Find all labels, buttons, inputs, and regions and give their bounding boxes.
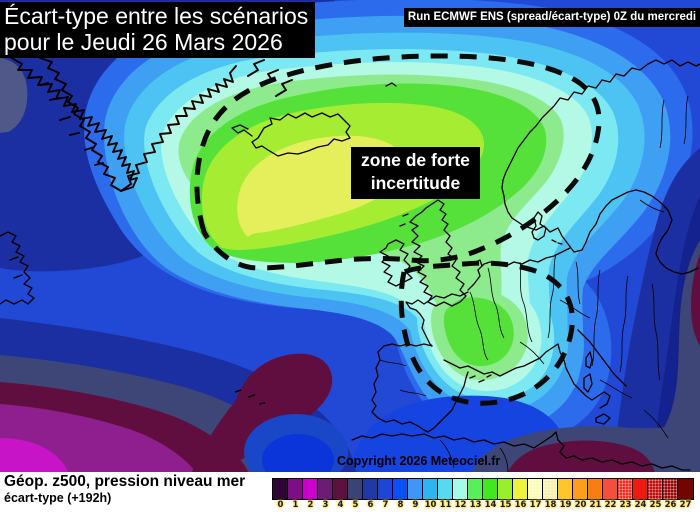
legend-cell	[273, 479, 288, 499]
legend-value: 24	[634, 500, 647, 510]
legend-cell	[288, 479, 303, 499]
legend-cell	[528, 479, 543, 499]
legend-value: 18	[544, 500, 557, 510]
legend-value: 16	[514, 500, 527, 510]
map-title-line1: Écart-type entre les scénarios	[4, 3, 309, 29]
weather-map	[0, 0, 700, 472]
legend-cell	[498, 479, 513, 499]
legend-cell	[648, 479, 663, 499]
legend-cell	[438, 479, 453, 499]
newfoundland-coast	[0, 231, 35, 305]
legend-value: 3	[322, 500, 329, 510]
run-info-label: Run ECMWF ENS (spread/écart-type) 0Z du …	[407, 11, 697, 23]
legend-cell	[513, 479, 528, 499]
legend: 0 1 2 3 4 5 6 7 8 9 10 11 12 13 14 15 16 17 18 19 20 21 22 23 24…	[272, 478, 694, 510]
legend-value: 17	[529, 500, 542, 510]
legend-value: 27	[679, 500, 692, 510]
legend-cell	[393, 479, 408, 499]
azores-islands	[234, 389, 266, 405]
corsica-sardinia	[583, 351, 593, 393]
legend-value: 10	[424, 500, 437, 510]
uncertainty-contour	[194, 53, 602, 406]
legend-labels: 0 1 2 3 4 5 6 7 8 9 10 11 12 13 14 15 16 17 18 19 20 21 22 23 24…	[273, 500, 693, 510]
legend-value: 1	[292, 500, 299, 510]
legend-value: 25	[649, 500, 662, 510]
legend-value: 7	[382, 500, 389, 510]
legend-value: 8	[397, 500, 404, 510]
legend-cell	[603, 479, 618, 499]
legend-value: 21	[589, 500, 602, 510]
run-info: Run ECMWF ENS (spread/écart-type) 0Z du …	[404, 8, 700, 27]
country-borders	[379, 95, 689, 472]
legend-cell	[333, 479, 348, 499]
legend-cell	[558, 479, 573, 499]
legend-cell	[573, 479, 588, 499]
legend-cell	[423, 479, 438, 499]
uncertainty-annotation-line1: zone de forte	[361, 150, 470, 170]
legend-colorbar	[272, 478, 694, 500]
map-title: Écart-type entre les scénarios pour le J…	[0, 2, 316, 59]
legend-cell	[303, 479, 318, 499]
legend-value: 15	[499, 500, 512, 510]
legend-cell	[348, 479, 363, 499]
map-title-line2: pour le Jeudi 26 Mars 2026	[4, 29, 283, 56]
france-coast	[405, 291, 469, 347]
iceland-coast	[231, 112, 351, 157]
legend-value: 20	[574, 500, 587, 510]
legend-cell	[618, 479, 633, 499]
legend-cell	[543, 479, 558, 499]
africa-coast	[351, 431, 691, 471]
great-britain-coast	[399, 199, 467, 307]
greenland-coast	[9, 49, 293, 192]
legend-value: 22	[604, 500, 617, 510]
legend-cell	[468, 479, 483, 499]
map-canvas	[0, 0, 700, 472]
legend-cell	[633, 479, 648, 499]
legend-cell	[408, 479, 423, 499]
legend-cell	[588, 479, 603, 499]
parameter-detail-label: écart-type (+192h)	[4, 491, 112, 505]
legend-cell	[453, 479, 468, 499]
legend-cell	[318, 479, 333, 499]
legend-value: 23	[619, 500, 632, 510]
parameter-label: Géop. z500, pression niveau mer	[4, 473, 246, 490]
scandinavia-coast	[501, 63, 699, 275]
iberia-coast	[371, 343, 469, 433]
legend-value: 2	[307, 500, 314, 510]
coastlines	[0, 49, 700, 471]
legend-value: 11	[439, 500, 452, 510]
uncertainty-annotation-line2: incertitude	[370, 172, 461, 193]
legend-cell	[363, 479, 378, 499]
uncertainty-annotation: zone de forte incertitude	[351, 147, 480, 199]
legend-value: 5	[352, 500, 359, 510]
legend-cell	[663, 479, 678, 499]
legend-value: 4	[337, 500, 344, 510]
legend-value: 6	[367, 500, 374, 510]
legend-value: 19	[559, 500, 572, 510]
legend-value: 13	[469, 500, 482, 510]
legend-value: 26	[664, 500, 677, 510]
legend-value: 12	[454, 500, 467, 510]
legend-value: 0	[277, 500, 284, 510]
legend-cell	[483, 479, 498, 499]
legend-cell	[678, 479, 693, 499]
copyright-text: Copyright 2026 Meteociel.fr	[337, 454, 501, 468]
legend-cell	[378, 479, 393, 499]
legend-value: 9	[412, 500, 419, 510]
sicily	[595, 413, 611, 425]
jan-mayen	[385, 82, 397, 87]
legend-value: 14	[484, 500, 497, 510]
footer-bar: Géop. z500, pression niveau mer écart-ty…	[0, 472, 700, 512]
